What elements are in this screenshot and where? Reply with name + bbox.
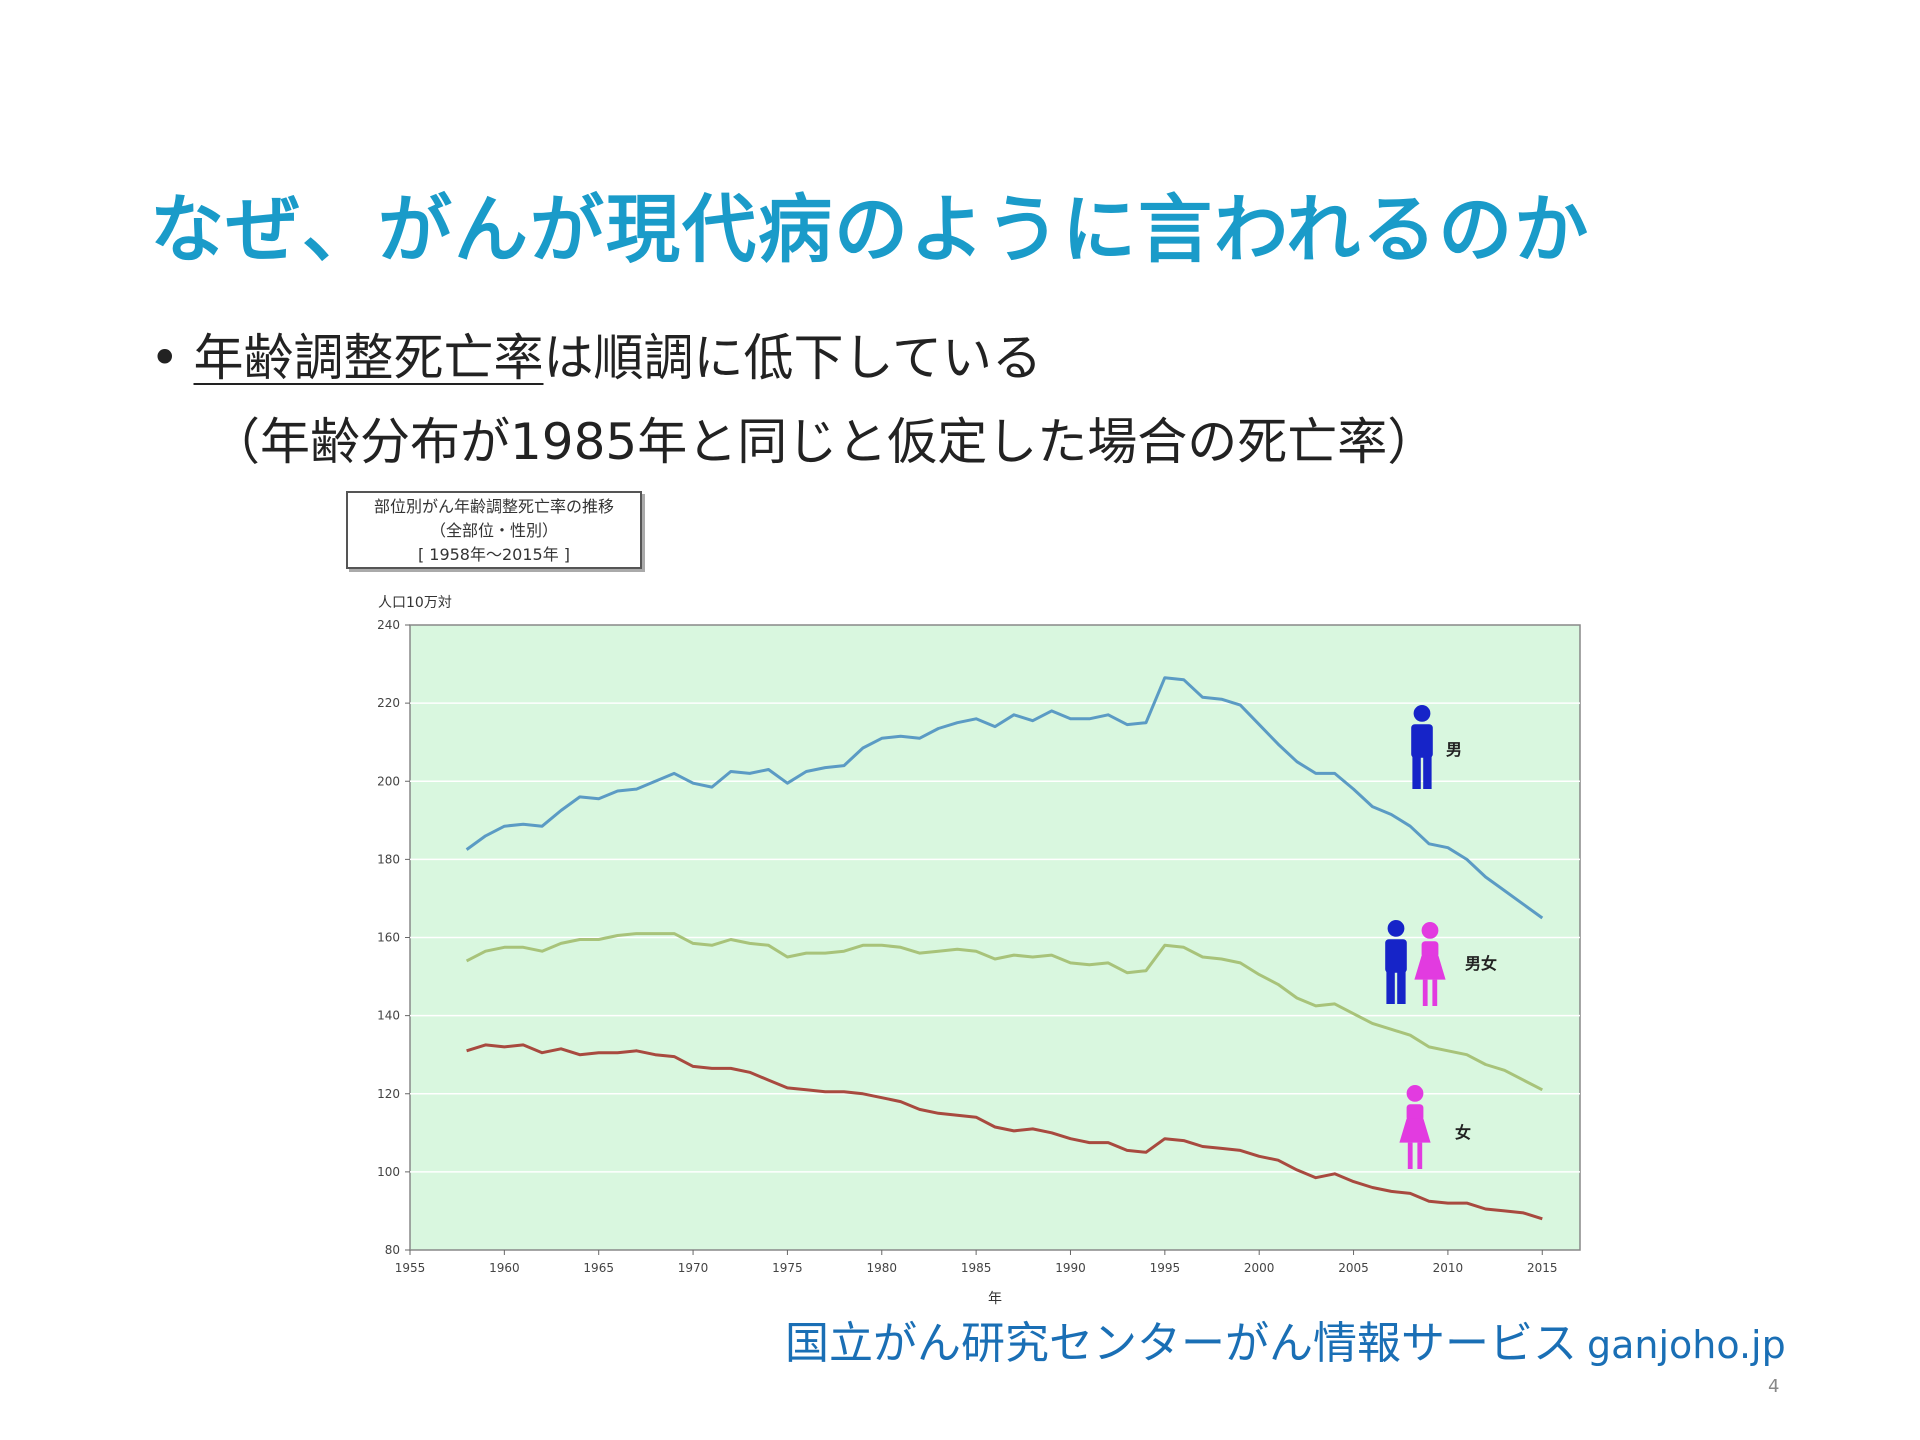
- y-tick-label: 220: [377, 696, 400, 710]
- line-chart: 人口10万対 年 80 100 120 140 160 180 200 220 240 1955 1…: [377, 595, 1581, 1307]
- x-tick-label: 2000: [1244, 1261, 1275, 1275]
- x-tick-label: 2005: [1338, 1261, 1369, 1275]
- x-tick-label: 2015: [1527, 1261, 1558, 1275]
- male-icon: [1385, 920, 1407, 1004]
- source-url[interactable]: ganjoho.jp: [1587, 1323, 1786, 1367]
- bullet-subtext: （年齢分布が1985年と同じと仮定した場合の死亡率）: [210, 413, 1438, 471]
- y-tick-label: 140: [377, 1009, 400, 1023]
- chart-title-box: 部位別がん年齢調整死亡率の推移 （全部位・性別） [ 1958年～2015年 ]: [346, 491, 642, 569]
- x-tick-label: 2010: [1433, 1261, 1464, 1275]
- x-tick-label: 1955: [395, 1261, 426, 1275]
- y-tick-label: 200: [377, 774, 400, 788]
- series-line: [465, 676, 1544, 920]
- x-axis-label: 年: [988, 1291, 1002, 1307]
- bullet-line: • 年齢調整死亡率は順調に低下している: [150, 318, 1042, 390]
- legend-label: 男: [1446, 740, 1462, 759]
- bullet-text: は順調に低下している: [543, 329, 1043, 387]
- chart-period: [ 1958年～2015年 ]: [417, 545, 571, 564]
- chart-subtitle: （全部位・性別）: [429, 521, 558, 540]
- y-tick-label: 240: [377, 618, 400, 632]
- x-tick-label: 1970: [678, 1261, 709, 1275]
- series-line: [466, 1043, 1543, 1221]
- x-tick-label: 1995: [1150, 1261, 1181, 1275]
- x-tick-label: 1965: [583, 1261, 614, 1275]
- legend-label: 男女: [1465, 954, 1497, 973]
- slide-title: なぜ、がんが現代病のように言われるのか: [150, 187, 1591, 273]
- y-tick-label: 80: [385, 1243, 400, 1257]
- legend-label: 女: [1455, 1123, 1471, 1142]
- y-tick-label: 100: [377, 1165, 400, 1179]
- x-tick-label: 1980: [867, 1261, 898, 1275]
- bullet-underlined-term: 年齢調整死亡率: [193, 329, 544, 387]
- x-tick-label: 1985: [961, 1261, 992, 1275]
- y-axis-label: 人口10万対: [378, 595, 452, 611]
- x-tick-label: 1990: [1055, 1261, 1086, 1275]
- x-tick-label: 1960: [489, 1261, 520, 1275]
- female-icon: [1414, 922, 1446, 1006]
- y-tick-label: 120: [377, 1087, 400, 1101]
- y-tick-label: 160: [377, 931, 400, 945]
- x-tick-label: 1975: [772, 1261, 803, 1275]
- page-number: 4: [1768, 1376, 1780, 1397]
- source-credit: 国立がん研究センターがん情報サービス ganjoho.jp: [785, 1307, 1786, 1371]
- y-tick-label: 180: [377, 852, 400, 866]
- series-line: [465, 932, 1543, 1092]
- male-icon: [1411, 705, 1433, 789]
- source-name: 国立がん研究センターがん情報サービス: [785, 1318, 1577, 1369]
- bullet-marker: •: [150, 329, 180, 387]
- female-icon: [1399, 1085, 1431, 1169]
- chart-title: 部位別がん年齢調整死亡率の推移: [373, 497, 614, 516]
